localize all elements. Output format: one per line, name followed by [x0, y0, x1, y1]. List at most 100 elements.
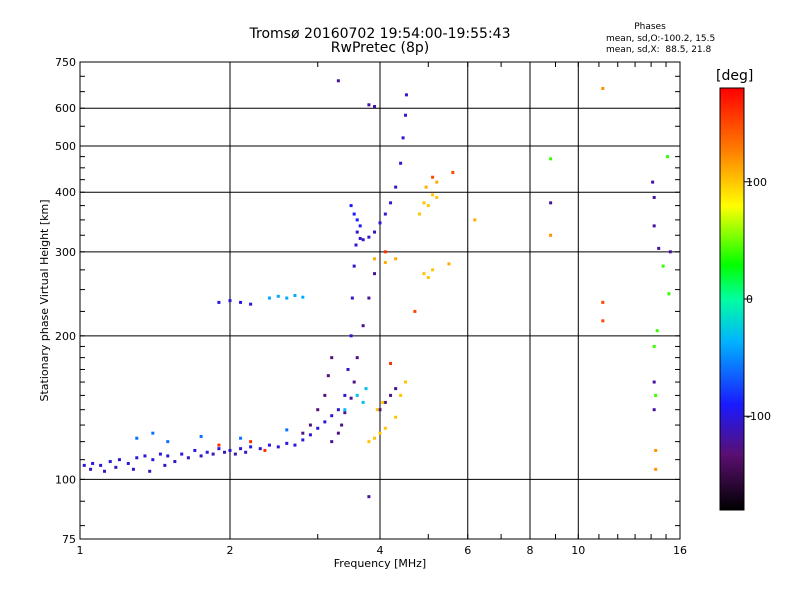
data-point	[431, 175, 435, 179]
data-point	[308, 433, 312, 437]
data-point	[652, 344, 656, 348]
data-point	[239, 300, 243, 304]
data-point	[117, 458, 121, 462]
data-point	[158, 452, 162, 456]
data-point	[378, 408, 382, 412]
chart-subtitle: RwPretec (8p)	[330, 40, 430, 56]
data-point	[343, 411, 347, 415]
data-point	[435, 195, 439, 199]
data-point	[373, 257, 377, 261]
data-point	[431, 268, 435, 272]
phases-o-mean-sd: mean, sd,O:-100.2, 15.5	[606, 34, 716, 44]
data-point	[293, 293, 297, 297]
data-point	[358, 224, 362, 228]
data-point	[352, 380, 356, 384]
data-point	[228, 299, 232, 303]
data-point	[223, 450, 227, 454]
data-point	[103, 469, 107, 473]
data-point	[652, 224, 656, 228]
x-tick-label: 2	[227, 544, 234, 557]
data-point	[422, 272, 426, 276]
data-point	[326, 374, 330, 378]
y-tick-label: 600	[55, 102, 76, 115]
data-point	[352, 212, 356, 216]
data-point	[665, 155, 669, 159]
colorbar-frame	[719, 87, 745, 511]
y-tick-label: 500	[55, 140, 76, 153]
y-tick-label: 400	[55, 186, 76, 199]
data-point	[383, 426, 387, 430]
data-point	[367, 235, 371, 239]
data-point	[355, 218, 359, 222]
data-point	[350, 296, 354, 300]
data-point	[285, 428, 289, 432]
data-point	[151, 458, 155, 462]
data-point	[667, 292, 671, 296]
data-points	[82, 79, 672, 499]
data-point	[199, 454, 203, 458]
data-point	[403, 113, 407, 117]
data-point	[89, 467, 93, 471]
data-point	[336, 79, 340, 83]
data-point	[233, 452, 237, 456]
data-point	[336, 431, 340, 435]
x-axis-label: Frequency [MHz]	[334, 557, 426, 570]
data-point	[435, 180, 439, 184]
data-point	[316, 426, 320, 430]
colorbar-tick-label: 0	[746, 293, 753, 306]
colorbar-tick-label: -100	[746, 410, 771, 423]
data-point	[451, 170, 455, 174]
data-point	[173, 460, 177, 464]
y-tick-label: 300	[55, 246, 76, 259]
data-point	[91, 461, 95, 465]
data-point	[346, 367, 350, 371]
data-point	[361, 324, 365, 328]
data-point	[426, 276, 430, 280]
data-point	[549, 233, 553, 237]
data-point	[447, 262, 451, 266]
data-point	[249, 445, 253, 449]
y-tick-label: 75	[62, 533, 76, 546]
data-point	[354, 243, 358, 247]
axes: 1 2 4 6 8 10 16 75 100 200 300 400 500 600 750 Frequenc…	[38, 56, 687, 570]
data-point	[199, 435, 203, 439]
data-point	[148, 469, 152, 473]
data-point	[82, 463, 86, 467]
data-point	[293, 443, 297, 447]
data-point	[399, 393, 403, 397]
data-point	[301, 438, 305, 442]
data-point	[654, 448, 658, 452]
data-point	[654, 467, 658, 471]
data-point	[330, 356, 334, 360]
data-point	[180, 452, 184, 456]
data-point	[375, 408, 379, 412]
data-point	[383, 250, 387, 254]
data-point	[349, 204, 353, 208]
data-point	[403, 380, 407, 384]
data-point	[378, 221, 382, 225]
colorbar	[720, 88, 744, 510]
data-point	[655, 329, 659, 333]
data-point	[249, 302, 253, 306]
data-point	[239, 436, 243, 440]
x-tick-label: 8	[527, 544, 534, 557]
data-point	[413, 309, 417, 313]
x-tick-label: 1	[77, 544, 84, 557]
data-point	[367, 296, 371, 300]
data-point	[654, 393, 658, 397]
data-point	[126, 461, 130, 465]
data-point	[263, 448, 267, 452]
data-point	[193, 448, 197, 452]
data-point	[383, 260, 387, 264]
data-point	[239, 447, 243, 451]
data-point	[668, 250, 672, 254]
data-point	[258, 447, 262, 451]
data-point	[352, 264, 356, 268]
data-point	[217, 447, 221, 451]
data-point	[422, 201, 426, 205]
chart-title: Tromsø 20160702 19:54:00-19:55:43	[249, 26, 511, 42]
phases-header: Phases	[634, 22, 666, 32]
data-point	[394, 415, 398, 419]
data-point	[267, 296, 271, 300]
